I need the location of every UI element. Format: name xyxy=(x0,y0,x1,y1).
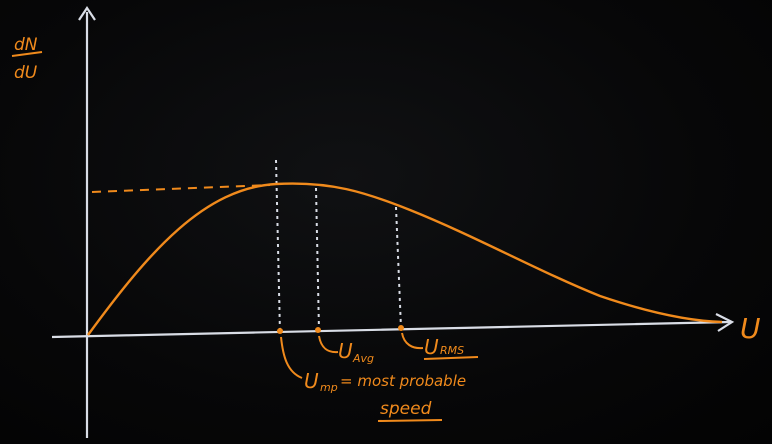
ump-axis-dot xyxy=(277,328,283,334)
ump-marker-line xyxy=(275,159,281,334)
urms-label-subscript: RMS xyxy=(440,344,464,357)
y-axis-arrowhead xyxy=(78,6,96,21)
uavg-label-subscript: Avg xyxy=(352,352,374,365)
x-axis-label: U xyxy=(740,312,761,345)
ump-description: = most probable xyxy=(340,372,466,390)
urms-axis-dot xyxy=(398,325,404,331)
ump-pointer xyxy=(280,336,303,379)
peak-height-dashed-line xyxy=(91,184,271,193)
speed-underline xyxy=(377,419,443,422)
uavg-label: U xyxy=(338,339,353,363)
uavg-axis-dot xyxy=(315,327,321,333)
distribution-curve xyxy=(87,182,723,336)
urms-pointer xyxy=(401,332,424,350)
y-axis-label-numerator: dN xyxy=(14,35,38,55)
urms-underline xyxy=(423,356,479,360)
ump-label: U xyxy=(304,369,319,393)
speed-label: speed xyxy=(380,399,432,419)
uavg-marker-line xyxy=(315,187,320,332)
y-axis-label-fraction-bar xyxy=(11,51,43,57)
urms-label: U xyxy=(424,335,439,359)
y-axis-label-denominator: dU xyxy=(14,63,38,83)
uavg-pointer xyxy=(318,335,339,354)
ump-label-subscript: mp xyxy=(320,381,338,394)
x-axis-line xyxy=(51,320,731,339)
urms-marker-line xyxy=(395,206,402,329)
x-axis-arrowhead xyxy=(715,313,735,332)
